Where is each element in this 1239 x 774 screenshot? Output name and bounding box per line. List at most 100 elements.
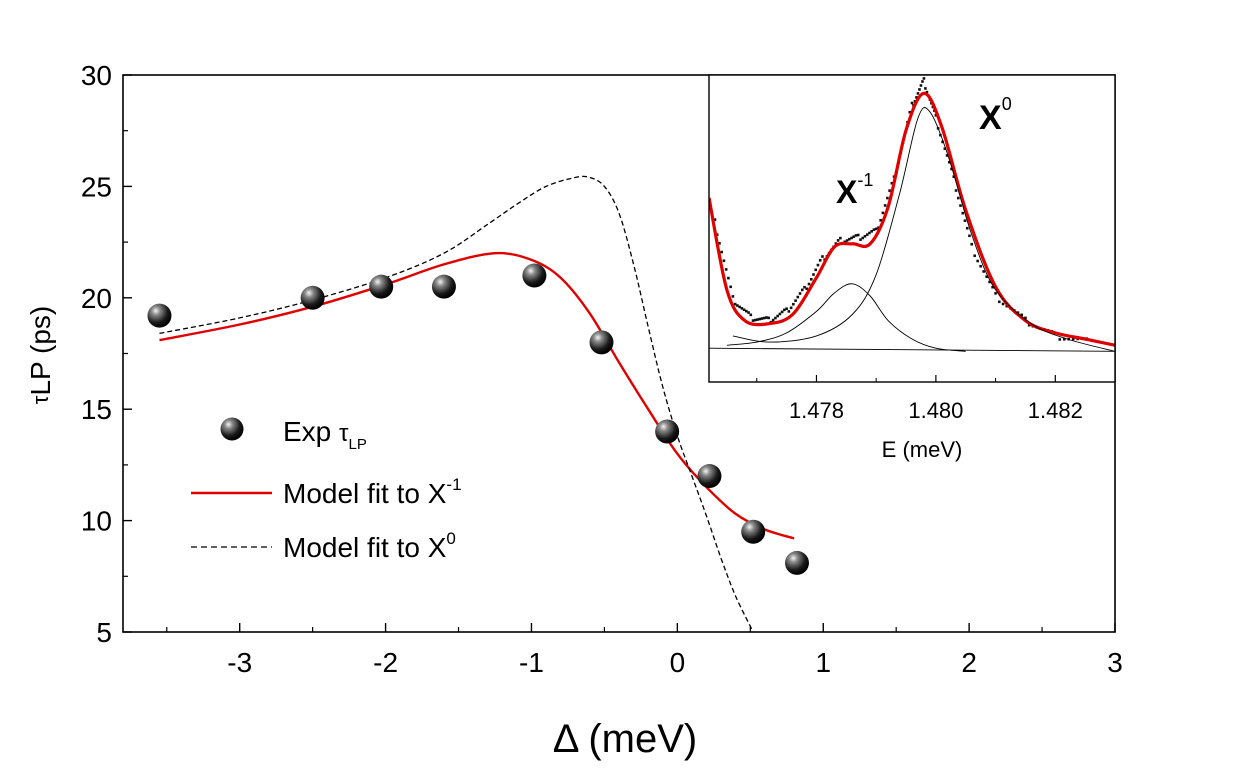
legend-exp-marker — [220, 417, 244, 441]
legend: Exp τLP Model fit to X-1 Model fit to X0 — [191, 416, 462, 563]
exp-data-point — [655, 419, 680, 444]
inset-data-dot — [985, 275, 988, 279]
inset-data-dot — [767, 316, 771, 320]
svg-text:Exp τLP: Exp τLP — [283, 416, 367, 453]
inset-data-dot — [727, 276, 730, 280]
x-tick-label: -2 — [373, 647, 398, 678]
inset-data-dot — [803, 285, 806, 289]
svg-text:Model fit to X0: Model fit to X0 — [283, 529, 456, 563]
inset-data-dot — [883, 204, 887, 207]
inset-component-line — [709, 347, 1115, 352]
x-tick-label: -1 — [519, 647, 544, 678]
inset-data-dot — [760, 317, 764, 320]
inset-data-dot — [868, 231, 871, 235]
main-series — [159, 175, 795, 632]
inset-data-dot — [941, 140, 944, 144]
inset-data-dot — [720, 250, 723, 254]
inset-data-dot — [963, 219, 967, 222]
inset-data-dot — [888, 189, 891, 192]
inset-data-dot — [762, 316, 766, 320]
y-tick-label: 5 — [96, 617, 112, 648]
y-tick-label: 10 — [81, 506, 112, 537]
inset-data-dot — [943, 147, 947, 150]
exp-data-point — [522, 263, 547, 288]
inset-fit-total-line — [709, 91, 1115, 347]
inset-data-dot — [959, 204, 962, 207]
inset-data-dot — [854, 234, 858, 237]
inset-data-dot — [1027, 323, 1031, 327]
main-axis-ticks: -3 -2 -1 0 1 2 3 5 10 15 20 25 30 — [81, 60, 1123, 678]
exp-data-point — [147, 303, 172, 328]
y-axis-label-greek: τ — [28, 395, 53, 404]
inset-data-dot — [973, 254, 976, 258]
inset-data-dot — [950, 167, 953, 171]
inset-data-dot — [738, 305, 741, 309]
inset-data-dot — [863, 235, 867, 238]
exp-data-point — [589, 330, 614, 355]
inset-data-dot — [856, 233, 860, 237]
inset-data-dot — [765, 316, 768, 319]
inset-data-dot — [787, 310, 791, 313]
inset-x-tick-label: 1.478 — [789, 398, 844, 423]
inset-data-dot — [798, 292, 802, 295]
inset-annotation-x0-sup: 0 — [1002, 94, 1012, 114]
legend-fit-x0-sup: 0 — [446, 529, 455, 548]
svg-text:Model fit to X-1: Model fit to X-1 — [283, 475, 462, 509]
inset-data-dot — [1024, 316, 1027, 320]
inset-annotation-x0-main: X — [979, 99, 1002, 137]
inset-data-dot — [745, 309, 748, 313]
inset-data-dot — [729, 285, 732, 289]
x-tick-label: 3 — [1107, 647, 1123, 678]
inset-data-dot — [783, 308, 786, 312]
inset-data-dot — [733, 302, 737, 306]
inset-data-dot — [948, 160, 951, 164]
legend-fit-x1-sup: -1 — [446, 475, 461, 494]
inset-data-dot — [994, 292, 997, 295]
x-tick-label: 2 — [961, 647, 977, 678]
inset-data-dot — [925, 90, 929, 94]
inset-data-dot — [952, 175, 956, 178]
inset-data-dot — [881, 211, 885, 215]
y-axis-label: τLP (ps) — [25, 306, 56, 404]
inset-series — [709, 77, 1115, 352]
inset-data-dot — [965, 226, 969, 230]
inset-data-dot — [954, 189, 958, 192]
inset-data-dot — [756, 318, 759, 321]
inset-data-dot — [976, 259, 979, 263]
inset-data-dot — [924, 87, 927, 90]
inset-data-dot — [809, 277, 813, 281]
inset-data-dot — [821, 255, 824, 258]
exp-data-point — [697, 464, 722, 489]
inset-data-dot — [921, 80, 924, 83]
inset-data-dot — [805, 287, 809, 291]
inset-annotation-x0: X0 — [979, 94, 1012, 137]
legend-exp-label-greek: τ — [339, 420, 349, 447]
exp-data-point — [300, 285, 325, 310]
exp-data-point — [369, 274, 394, 299]
inset-data-dot — [852, 235, 856, 238]
exp-data-point — [431, 274, 456, 299]
inset-data-dot — [713, 218, 717, 221]
inset-data-dot — [758, 317, 762, 321]
inset-data-dot — [1062, 337, 1066, 341]
inset-data-dot — [945, 154, 949, 157]
inset-data-dot — [970, 242, 974, 246]
inset-component-line — [726, 283, 966, 352]
inset-data-dot — [812, 273, 815, 276]
inset-data-dot — [870, 230, 873, 233]
inset-data-dot — [859, 238, 862, 241]
legend-exp-label: Exp — [283, 416, 339, 447]
y-tick-label: 20 — [81, 283, 112, 314]
inset-data-dot — [742, 308, 746, 312]
inset-data-dot — [800, 288, 804, 292]
inset-data-dot — [818, 259, 822, 262]
inset-data-dot — [778, 312, 782, 316]
inset-data-dot — [1001, 302, 1005, 306]
inset-data-dot — [753, 318, 757, 322]
inset-data-dot — [724, 268, 728, 271]
inset-data-dot — [850, 236, 853, 240]
inset-data-dot — [774, 316, 777, 320]
inset-data-dot — [1020, 313, 1024, 317]
inset-data-dot — [848, 237, 851, 241]
inset-data-dot — [789, 306, 793, 310]
